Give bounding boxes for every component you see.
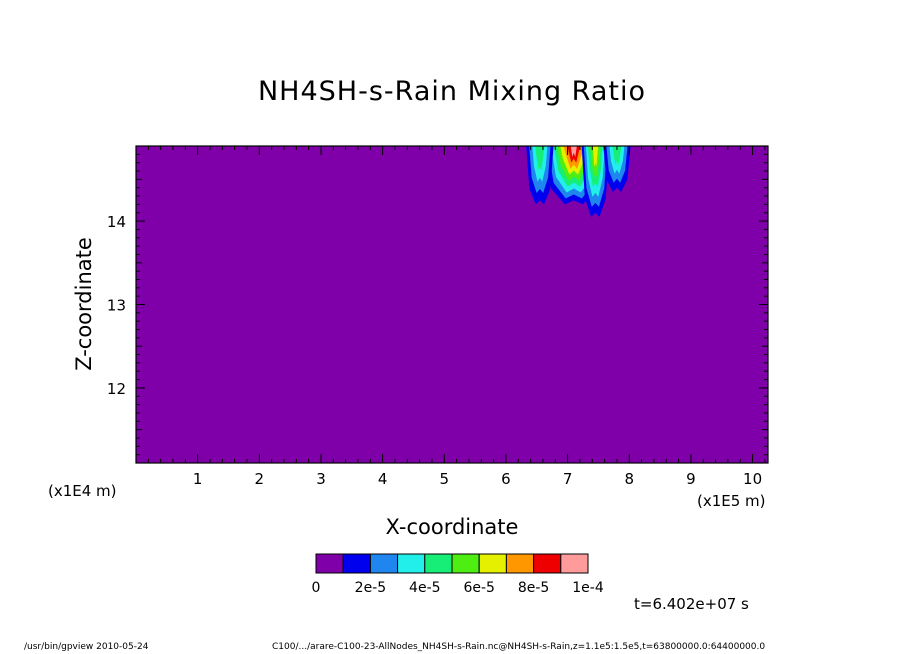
colorbar-swatch	[397, 553, 426, 574]
colorbar-label: 4e-5	[409, 580, 440, 596]
colorbar-swatch	[369, 553, 399, 574]
x-tick-label: 2	[255, 470, 265, 488]
colorbar-label: 8e-5	[518, 580, 549, 596]
colorbar-swatch	[505, 553, 535, 574]
colorbar-label: 2e-5	[355, 580, 386, 596]
colorbar-swatch	[451, 553, 480, 574]
colorbar: 0 2e-5 4e-5 6e-5 8e-5 1e-4	[312, 553, 604, 596]
colorbar-swatch	[342, 553, 371, 574]
y-tick-label: 14	[107, 213, 126, 231]
chart-title: NH4SH-s-Rain Mixing Ratio	[257, 76, 646, 107]
contour-features	[526, 146, 631, 217]
x-tick-label: 4	[378, 470, 388, 488]
colorbar-swatch	[424, 553, 453, 574]
colorbar-swatch	[478, 553, 507, 574]
x-tick-label: 6	[501, 470, 511, 488]
colorbar-label: 6e-5	[463, 580, 494, 596]
colorbar-swatch	[533, 553, 562, 574]
contour-level-4	[612, 146, 622, 165]
x-scale-note-right: (x1E5 m)	[697, 492, 766, 510]
x-axis-label: X-coordinate	[385, 515, 519, 539]
colorbar-label: 1e-4	[572, 580, 604, 596]
colorbar-label: 0	[312, 580, 321, 596]
colorbar-swatch	[315, 553, 344, 574]
x-tick-label: 7	[563, 470, 573, 488]
x-tick-label: 1	[193, 470, 203, 488]
contour-level-8	[567, 146, 581, 163]
y-tick-label: 13	[107, 297, 126, 315]
contour-level-6	[592, 146, 599, 167]
footer-left: /usr/bin/gpview 2010-05-24	[24, 642, 149, 652]
footer-right: C100/.../arare-C100-23-AllNodes_NH4SH-s-…	[272, 642, 766, 652]
x-tick-label: 5	[440, 470, 450, 488]
x-tick-label: 10	[743, 470, 762, 488]
x-tick-label: 3	[316, 470, 326, 488]
x-scale-note-left: (x1E4 m)	[48, 482, 117, 500]
contour-level-4	[535, 146, 545, 171]
plot-area	[135, 145, 769, 464]
x-tick-label: 8	[624, 470, 634, 488]
x-tick-label: 9	[686, 470, 696, 488]
y-tick-label: 12	[107, 380, 126, 398]
time-label: t=6.402e+07 s	[634, 595, 749, 613]
contour-background	[136, 146, 768, 463]
contour-level-9	[570, 146, 577, 157]
colorbar-swatch	[560, 553, 589, 574]
